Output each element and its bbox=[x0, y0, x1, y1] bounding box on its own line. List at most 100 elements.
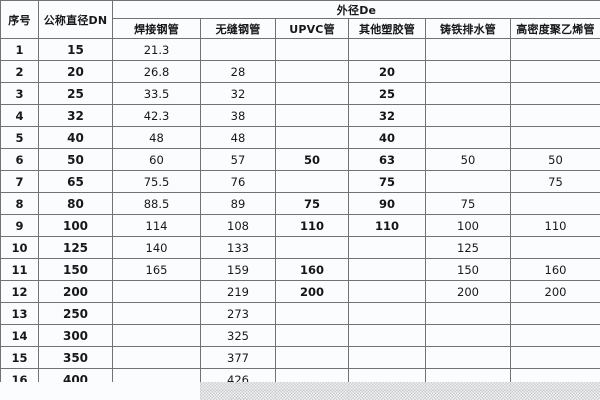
cell-seamless-steel-pipe: 38 bbox=[200, 104, 276, 127]
cell-seamless-steel-pipe: 48 bbox=[200, 126, 276, 149]
cell-seamless-steel-pipe: 480 bbox=[200, 390, 276, 400]
cell-welded-steel-pipe bbox=[112, 324, 201, 347]
cell-hdpe-pipe bbox=[510, 324, 600, 347]
cell-cast-iron-drain-pipe bbox=[425, 346, 511, 369]
cell-seq: 9 bbox=[0, 214, 39, 237]
cell-other-plastic-pipe: 75 bbox=[348, 170, 426, 193]
table-row: 6 50 60 57 50 63 50 50 bbox=[0, 148, 600, 171]
cell-seq: 14 bbox=[0, 324, 39, 347]
cell-nominal-diameter: 350 bbox=[38, 346, 113, 369]
cell-cast-iron-drain-pipe bbox=[425, 82, 511, 105]
cell-welded-steel-pipe bbox=[112, 346, 201, 369]
cell-hdpe-pipe: 50 bbox=[510, 148, 600, 171]
cell-cast-iron-drain-pipe bbox=[425, 324, 511, 347]
cell-welded-steel-pipe bbox=[112, 302, 201, 325]
cell-upvc-pipe bbox=[275, 390, 349, 400]
cell-seamless-steel-pipe: 273 bbox=[200, 302, 276, 325]
cell-hdpe-pipe bbox=[510, 302, 600, 325]
cell-upvc-pipe bbox=[275, 302, 349, 325]
table-row: 13 250 273 bbox=[0, 302, 600, 325]
cell-seamless-steel-pipe: 133 bbox=[200, 236, 276, 259]
cell-welded-steel-pipe: 42.3 bbox=[112, 104, 201, 127]
header-upvc-pipe: UPVC管 bbox=[275, 18, 349, 39]
cell-welded-steel-pipe: 88.5 bbox=[112, 192, 201, 215]
cell-other-plastic-pipe: 90 bbox=[348, 192, 426, 215]
cell-cast-iron-drain-pipe: 100 bbox=[425, 214, 511, 237]
cell-nominal-diameter: 100 bbox=[38, 214, 113, 237]
cell-welded-steel-pipe: 140 bbox=[112, 236, 201, 259]
cell-other-plastic-pipe bbox=[348, 258, 426, 281]
cell-other-plastic-pipe bbox=[348, 368, 426, 391]
header-row-top: 序号 公称直径DN 外径De bbox=[0, 0, 600, 39]
cell-hdpe-pipe bbox=[510, 126, 600, 149]
cell-nominal-diameter: 250 bbox=[38, 302, 113, 325]
cell-hdpe-pipe bbox=[510, 368, 600, 391]
cell-seq: 4 bbox=[0, 104, 39, 127]
cell-seamless-steel-pipe: 377 bbox=[200, 346, 276, 369]
cell-upvc-pipe bbox=[275, 38, 349, 61]
cell-cast-iron-drain-pipe: 75 bbox=[425, 192, 511, 215]
cell-seq: 16 bbox=[0, 368, 39, 391]
table-row: 1 15 21.3 bbox=[0, 38, 600, 61]
table-row: 7 65 75.5 76 75 75 bbox=[0, 170, 600, 193]
cell-hdpe-pipe: 200 bbox=[510, 280, 600, 303]
table-row: 16 400 426 bbox=[0, 368, 600, 391]
cell-seamless-steel-pipe: 76 bbox=[200, 170, 276, 193]
header-outer-diameter-group: 外径De bbox=[112, 0, 600, 19]
table-row: 15 350 377 bbox=[0, 346, 600, 369]
cell-hdpe-pipe bbox=[510, 104, 600, 127]
header-hdpe-pipe: 高密度聚乙烯管 bbox=[510, 18, 600, 39]
cell-nominal-diameter: 20 bbox=[38, 60, 113, 83]
cell-cast-iron-drain-pipe bbox=[425, 302, 511, 325]
cell-cast-iron-drain-pipe bbox=[425, 368, 511, 391]
cell-other-plastic-pipe bbox=[348, 38, 426, 61]
cell-other-plastic-pipe bbox=[348, 324, 426, 347]
cell-upvc-pipe: 50 bbox=[275, 148, 349, 171]
header-row-sub: 焊接钢管 无缝钢管 UPVC管 其他塑胶管 铸铁排水管 高密度聚乙烯管 bbox=[1, 18, 600, 39]
cell-cast-iron-drain-pipe: 125 bbox=[425, 236, 511, 259]
cell-other-plastic-pipe bbox=[348, 390, 426, 400]
cell-seq: 15 bbox=[0, 346, 39, 369]
cell-other-plastic-pipe bbox=[348, 236, 426, 259]
table-row: 14 300 325 bbox=[0, 324, 600, 347]
cell-hdpe-pipe bbox=[510, 346, 600, 369]
cell-hdpe-pipe bbox=[510, 60, 600, 83]
cell-welded-steel-pipe: 26.8 bbox=[112, 60, 201, 83]
cell-nominal-diameter: 80 bbox=[38, 192, 113, 215]
cell-other-plastic-pipe: 25 bbox=[348, 82, 426, 105]
header-welded-steel-pipe: 焊接钢管 bbox=[112, 18, 201, 39]
table-row: 11 150 165 159 160 150 160 bbox=[0, 258, 600, 281]
cell-nominal-diameter: 150 bbox=[38, 258, 113, 281]
cell-other-plastic-pipe: 40 bbox=[348, 126, 426, 149]
cell-cast-iron-drain-pipe: 150 bbox=[425, 258, 511, 281]
cell-seq: 11 bbox=[0, 258, 39, 281]
cell-upvc-pipe bbox=[275, 346, 349, 369]
cell-other-plastic-pipe: 20 bbox=[348, 60, 426, 83]
cell-seamless-steel-pipe: 159 bbox=[200, 258, 276, 281]
cell-seamless-steel-pipe: 32 bbox=[200, 82, 276, 105]
cell-nominal-diameter: 25 bbox=[38, 82, 113, 105]
cell-seq: 5 bbox=[0, 126, 39, 149]
header-cast-iron-drain-pipe: 铸铁排水管 bbox=[425, 18, 511, 39]
cell-cast-iron-drain-pipe bbox=[425, 170, 511, 193]
cell-seq: 2 bbox=[0, 60, 39, 83]
cell-seamless-steel-pipe: 426 bbox=[200, 368, 276, 391]
cell-upvc-pipe bbox=[275, 236, 349, 259]
cell-hdpe-pipe bbox=[510, 236, 600, 259]
table-row: 17450 480 bbox=[0, 390, 600, 400]
cell-upvc-pipe bbox=[275, 170, 349, 193]
cell-cast-iron-drain-pipe bbox=[425, 104, 511, 127]
table-row: 9 100 114 108 110 110 100 110 bbox=[0, 214, 600, 237]
cell-seamless-steel-pipe: 108 bbox=[200, 214, 276, 237]
cell-welded-steel-pipe: 21.3 bbox=[112, 38, 201, 61]
cell-upvc-pipe bbox=[275, 324, 349, 347]
cell-seq: 17 bbox=[0, 390, 39, 400]
cell-cast-iron-drain-pipe: 50 bbox=[425, 148, 511, 171]
cell-other-plastic-pipe bbox=[348, 302, 426, 325]
cell-cast-iron-drain-pipe bbox=[425, 38, 511, 61]
header-seamless-steel-pipe: 无缝钢管 bbox=[200, 18, 276, 39]
cell-welded-steel-pipe: 75.5 bbox=[112, 170, 201, 193]
cell-upvc-pipe bbox=[275, 60, 349, 83]
cell-cast-iron-drain-pipe bbox=[425, 60, 511, 83]
